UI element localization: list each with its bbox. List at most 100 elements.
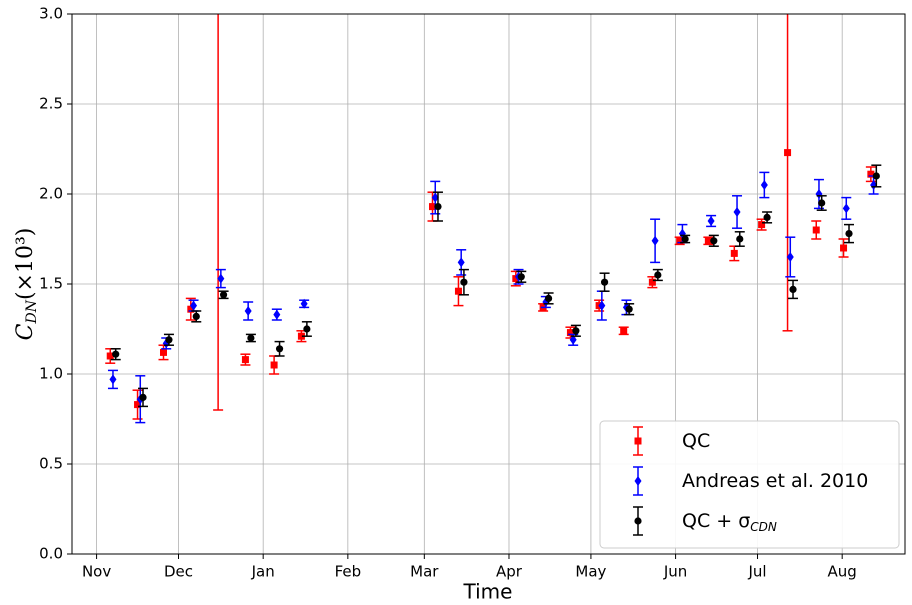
marker <box>434 203 442 211</box>
marker <box>620 327 628 335</box>
x-tick-label: Apr <box>496 563 523 581</box>
legend-box <box>599 420 900 549</box>
y-tick-label: 2.5 <box>39 95 63 113</box>
marker <box>634 517 642 525</box>
legend-label: QC <box>682 430 710 452</box>
x-tick-label: Nov <box>82 563 111 581</box>
marker <box>784 149 792 157</box>
marker <box>818 199 826 207</box>
legend: QC Andreas et al. 2010 QC + σCDN <box>599 420 900 549</box>
marker <box>187 305 195 313</box>
marker <box>760 180 768 190</box>
legend-name: QC + σ <box>682 510 750 532</box>
y-label-subscript: DN <box>24 299 40 324</box>
y-tick-label: 2.0 <box>39 185 63 203</box>
marker <box>247 334 255 342</box>
x-tick-label: May <box>575 563 606 581</box>
error-bar <box>782 14 793 332</box>
marker <box>625 305 633 313</box>
marker <box>736 235 744 243</box>
marker <box>454 287 462 295</box>
x-tick-label: Dec <box>164 563 193 581</box>
marker <box>159 348 167 356</box>
marker <box>190 300 198 311</box>
legend-label: Andreas et al. 2010 <box>682 470 868 492</box>
marker <box>192 312 200 320</box>
marker <box>429 203 437 211</box>
grid <box>72 13 905 555</box>
y-tick-label: 0.0 <box>39 545 63 563</box>
marker <box>244 306 252 316</box>
marker <box>566 329 574 337</box>
marker <box>634 476 642 486</box>
marker <box>730 249 738 257</box>
marker <box>634 437 642 445</box>
marker <box>273 309 281 320</box>
y-axis-label: CDN(×10³) <box>13 228 40 341</box>
legend-name: Andreas et al. 2010 <box>682 470 868 492</box>
marker <box>512 275 520 283</box>
marker <box>572 327 580 335</box>
marker <box>845 230 853 238</box>
marker <box>654 271 662 279</box>
marker <box>457 257 465 268</box>
legend-label: QC + σCDN <box>682 510 777 534</box>
marker <box>867 170 875 178</box>
y-tick-label: 1.0 <box>39 365 63 383</box>
marker <box>431 192 439 203</box>
marker <box>872 172 880 180</box>
marker <box>165 336 173 344</box>
marker <box>710 237 718 245</box>
marker <box>812 226 820 234</box>
y-tick-label: 3.0 <box>39 5 63 23</box>
marker <box>109 374 117 385</box>
y-label-symbol: C <box>13 323 38 340</box>
marker <box>840 244 848 252</box>
marker <box>569 334 577 345</box>
marker <box>303 325 311 333</box>
plot-area <box>105 14 882 424</box>
x-tick-label: Jul <box>747 563 766 581</box>
marker <box>300 298 308 309</box>
marker <box>270 361 278 369</box>
legend-subscript: CDN <box>750 520 777 534</box>
marker <box>763 213 771 221</box>
marker <box>600 278 609 286</box>
marker <box>676 237 684 245</box>
y-tick-label: 0.5 <box>39 455 63 473</box>
marker <box>241 356 249 364</box>
x-tick-label: Jan <box>251 563 275 581</box>
marker <box>112 350 120 358</box>
marker <box>651 235 659 246</box>
legend-name: QC <box>682 430 710 452</box>
marker <box>704 237 712 245</box>
marker <box>139 393 147 401</box>
marker <box>707 216 715 226</box>
marker <box>106 352 114 360</box>
marker <box>460 278 468 286</box>
marker <box>134 401 142 409</box>
marker <box>681 235 689 243</box>
marker <box>786 252 794 262</box>
y-label-unit: (×10³) <box>13 228 38 300</box>
marker <box>598 300 606 311</box>
marker <box>733 207 741 217</box>
x-tick-label: Mar <box>410 563 439 581</box>
x-tick-label: Feb <box>335 563 362 581</box>
marker <box>842 203 850 214</box>
error-bar <box>213 14 224 411</box>
marker <box>648 278 656 286</box>
y-tick-label: 1.5 <box>39 275 63 293</box>
marker <box>758 221 766 229</box>
marker <box>217 273 225 284</box>
marker <box>517 273 525 281</box>
x-axis-label: Time <box>463 580 513 604</box>
x-tick-label: Aug <box>828 563 857 581</box>
marker <box>275 345 284 353</box>
marker <box>219 291 228 299</box>
x-tick-label: Jun <box>663 563 687 581</box>
marker <box>789 285 797 293</box>
marker <box>544 294 553 302</box>
marker <box>297 332 305 340</box>
